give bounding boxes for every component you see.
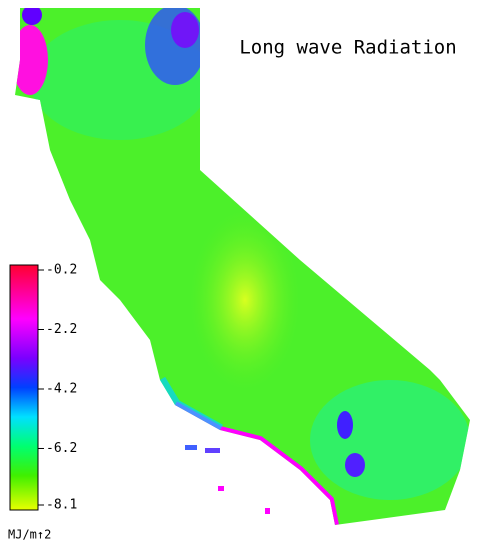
island xyxy=(218,486,224,491)
map-title: Long wave Radiation xyxy=(239,37,456,59)
colorbar-unit: MJ/m↑2 xyxy=(8,528,51,542)
island xyxy=(265,508,270,514)
colorbar xyxy=(9,264,39,511)
colorbar-tick-label: -6.2 xyxy=(46,441,77,456)
island xyxy=(185,445,197,450)
colorbar-tick-label: -0.2 xyxy=(46,263,77,278)
colorbar-tick-label: -4.2 xyxy=(46,381,77,396)
island xyxy=(205,448,220,453)
colorbar-tick-label: -2.2 xyxy=(46,322,77,337)
colorbar-tick-label: -8.1 xyxy=(46,498,77,513)
colorbar-ticks: -0.2 -2.2 -4.2 -6.2 -8.1 xyxy=(38,263,77,513)
